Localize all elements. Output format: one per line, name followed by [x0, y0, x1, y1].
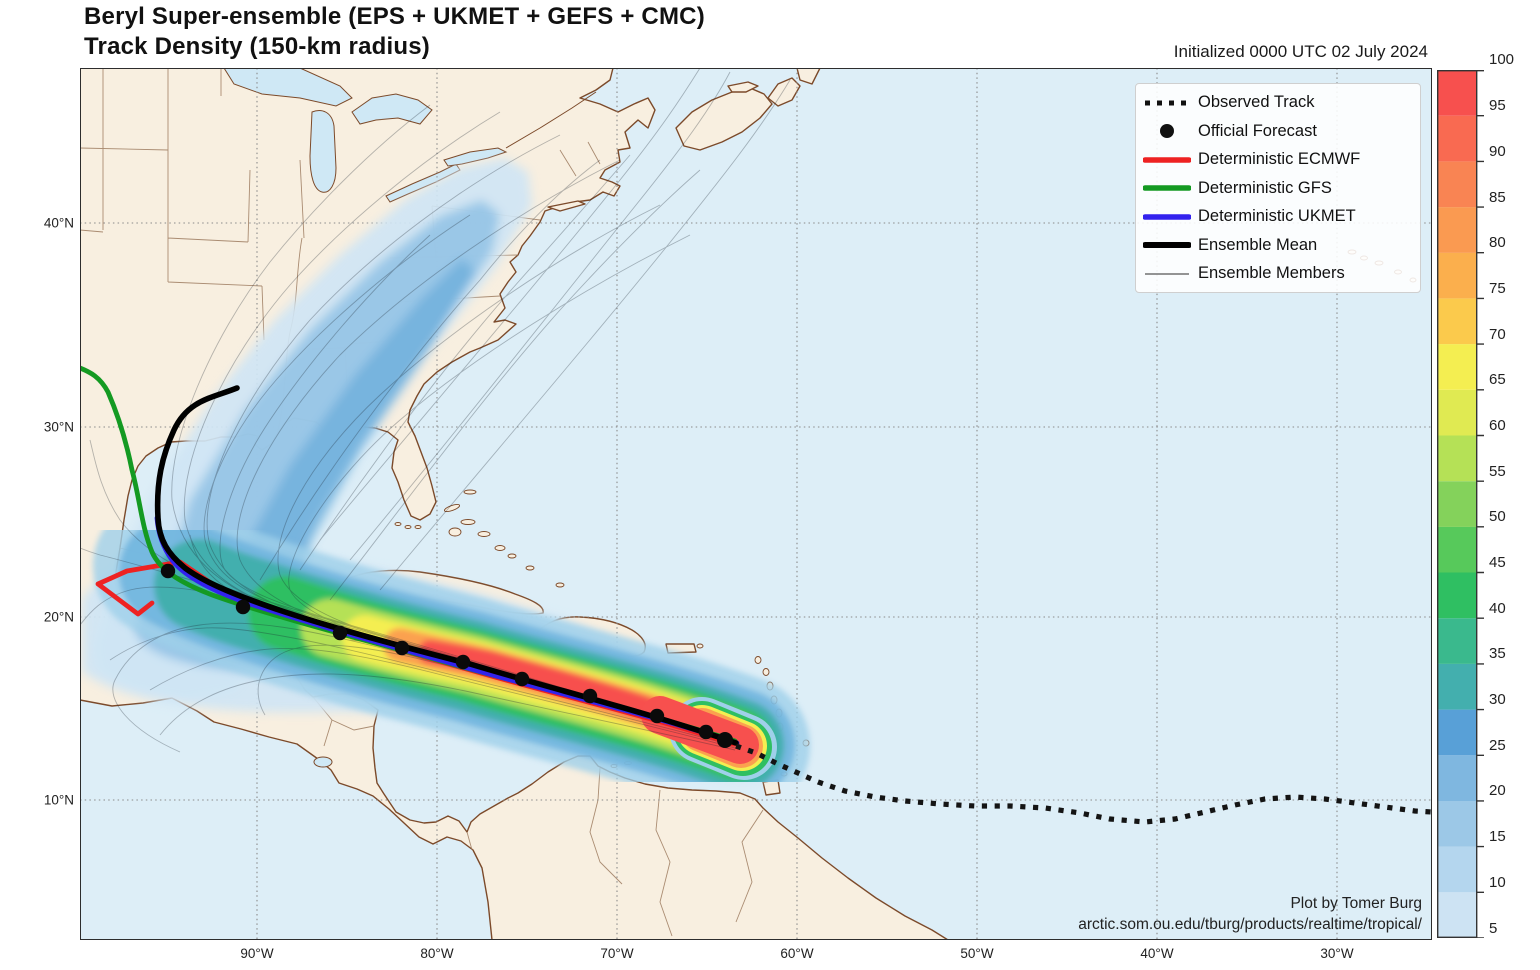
official-forecast-points: [160, 563, 733, 748]
long-island: [547, 200, 586, 212]
legend-label: Observed Track: [1198, 93, 1315, 111]
lake-nicaragua: [313, 756, 333, 768]
observed-track: [735, 743, 1432, 825]
lake-michigan: [309, 110, 337, 193]
legend-row-mean: Ensemble Mean: [1136, 231, 1420, 259]
black-line-marker: [1136, 240, 1198, 250]
colorbar: [1437, 70, 1484, 938]
figure-title: Beryl Super-ensemble (EPS + UKMET + GEFS…: [84, 2, 705, 62]
colorbar-ticks: [1477, 70, 1484, 938]
legend-label: Ensemble Members: [1198, 264, 1345, 282]
y-tick: 10°N: [43, 792, 74, 808]
x-tick: 80°W: [420, 946, 454, 961]
blue-line-marker: [1136, 212, 1198, 222]
x-tick: 60°W: [780, 946, 814, 961]
title-line-2: Track Density (150-km radius): [84, 33, 430, 60]
prince-edward-island: [727, 81, 759, 93]
green-line-marker: [1136, 183, 1198, 193]
legend-row-official: Official Forecast: [1136, 117, 1420, 145]
credit-line-1: Plot by Tomer Burg: [1290, 895, 1422, 912]
legend: Observed Track Official Forecast Determi…: [1135, 83, 1421, 293]
x-tick: 90°W: [240, 946, 274, 961]
x-tick: 40°W: [1140, 946, 1174, 961]
colorbar-border: [1437, 70, 1478, 938]
legend-label: Official Forecast: [1198, 121, 1317, 140]
title-line-1: Beryl Super-ensemble (EPS + UKMET + GEFS…: [84, 3, 705, 30]
credit-line-2: arctic.som.ou.edu/tburg/products/realtim…: [1078, 916, 1422, 933]
initialization-label: Initialized 0000 UTC 02 July 2024: [1173, 42, 1428, 61]
x-tick: 50°W: [960, 946, 994, 961]
lake-superior: [223, 68, 353, 107]
legend-row-gfs: Deterministic GFS: [1136, 174, 1420, 202]
cape-breton: [767, 77, 801, 107]
legend-label: Deterministic GFS: [1198, 178, 1332, 197]
legend-row-observed: Observed Track: [1136, 89, 1420, 117]
colorbar-segments: [1437, 70, 1477, 938]
nova-scotia: [675, 87, 773, 151]
x-tick: 70°W: [600, 946, 634, 961]
x-tick: 30°W: [1320, 946, 1354, 961]
great-lakes: [223, 68, 508, 768]
lake-ontario: [443, 147, 508, 167]
legend-row-ecmwf: Deterministic ECMWF: [1136, 146, 1420, 174]
y-tick: 20°N: [43, 609, 74, 625]
legend-row-ukmet: Deterministic UKMET: [1136, 203, 1420, 231]
y-tick: 40°N: [43, 215, 74, 231]
dotted-line-marker: [1136, 98, 1198, 108]
filled-circle-marker: [1136, 123, 1198, 139]
st-lawrence-river: [505, 91, 597, 149]
newfoundland-tip: [796, 68, 821, 85]
thin-line-marker: [1136, 269, 1198, 279]
legend-label: Deterministic UKMET: [1198, 207, 1356, 225]
track-ensemble-mean: [154, 385, 739, 746]
legend-label: Ensemble Mean: [1198, 235, 1318, 254]
lake-huron: [351, 93, 433, 125]
red-line-marker: [1136, 155, 1198, 165]
y-tick: 30°N: [43, 419, 74, 435]
legend-label: Deterministic ECMWF: [1198, 150, 1361, 168]
legend-row-members: Ensemble Members: [1136, 260, 1420, 288]
